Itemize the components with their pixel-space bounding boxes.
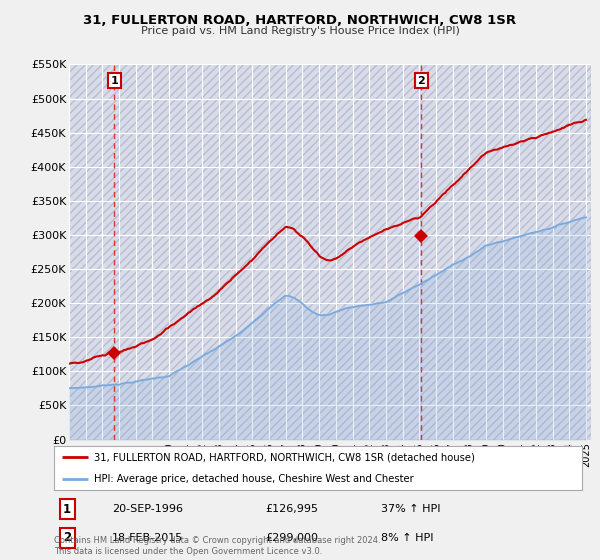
Text: Contains HM Land Registry data © Crown copyright and database right 2024.
This d: Contains HM Land Registry data © Crown c… <box>54 536 380 556</box>
Text: 31, FULLERTON ROAD, HARTFORD, NORTHWICH, CW8 1SR: 31, FULLERTON ROAD, HARTFORD, NORTHWICH,… <box>83 14 517 27</box>
Text: 2: 2 <box>418 76 425 86</box>
Text: HPI: Average price, detached house, Cheshire West and Chester: HPI: Average price, detached house, Ches… <box>94 474 413 484</box>
Text: 2: 2 <box>63 531 71 544</box>
Text: £126,995: £126,995 <box>265 504 318 514</box>
Text: Price paid vs. HM Land Registry's House Price Index (HPI): Price paid vs. HM Land Registry's House … <box>140 26 460 36</box>
Text: £299,000: £299,000 <box>265 533 318 543</box>
Text: 20-SEP-1996: 20-SEP-1996 <box>112 504 183 514</box>
Text: 1: 1 <box>63 503 71 516</box>
Text: 37% ↑ HPI: 37% ↑ HPI <box>382 504 441 514</box>
Text: 18-FEB-2015: 18-FEB-2015 <box>112 533 184 543</box>
Text: 1: 1 <box>110 76 118 86</box>
Text: 8% ↑ HPI: 8% ↑ HPI <box>382 533 434 543</box>
Text: 31, FULLERTON ROAD, HARTFORD, NORTHWICH, CW8 1SR (detached house): 31, FULLERTON ROAD, HARTFORD, NORTHWICH,… <box>94 452 475 462</box>
